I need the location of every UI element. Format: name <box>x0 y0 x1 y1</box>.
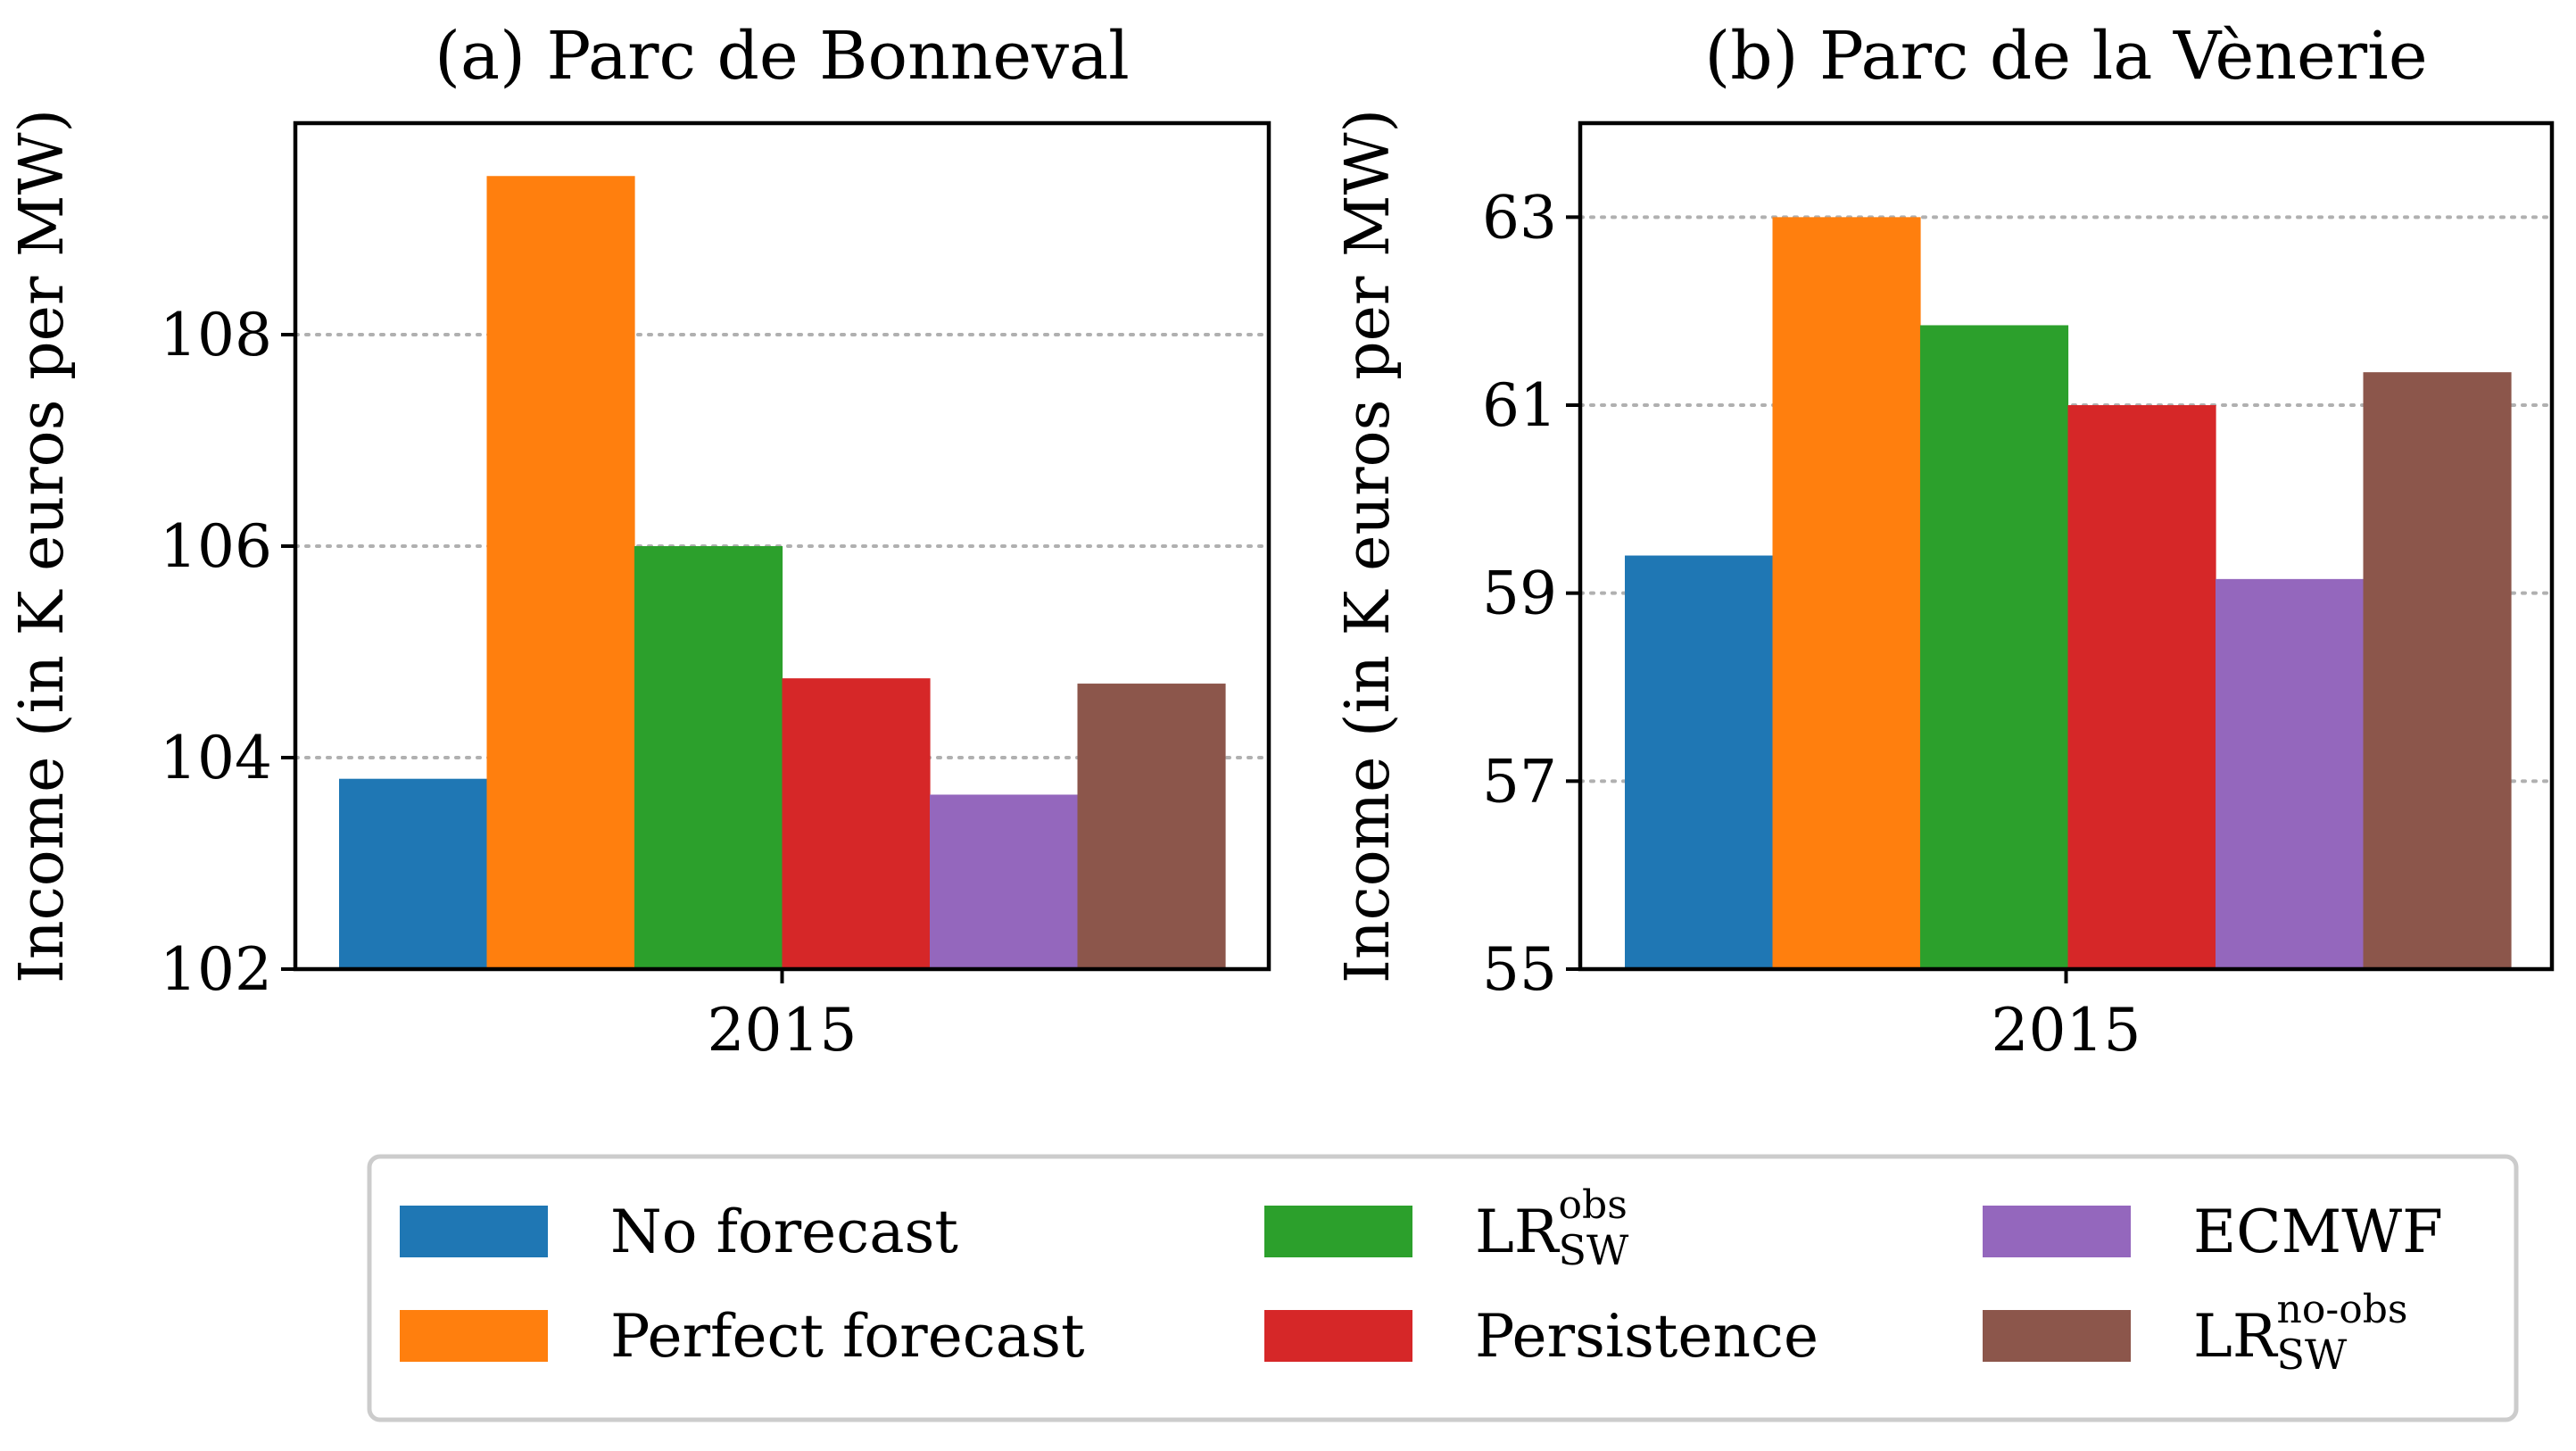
bar-lr-sw-no-obs <box>1077 684 1226 969</box>
y-tick-label: 55 <box>1482 935 1557 1004</box>
legend-item-6: LRSWno-obs <box>1983 1287 2407 1379</box>
y-axis-ticks: 102 104 106 108 <box>160 301 295 1004</box>
legend-label: No forecast <box>610 1198 958 1266</box>
bar-lr-sw-obs <box>1920 325 2069 969</box>
legend-label: ECMWF <box>2193 1198 2443 1266</box>
y-axis-label: Income (in K euros per MW) <box>7 109 78 983</box>
legend-swatch <box>1983 1310 2131 1362</box>
legend-label: Persistence <box>1475 1302 1818 1371</box>
bar-ecmwf <box>930 794 1079 969</box>
y-tick-label: 57 <box>1482 747 1557 816</box>
legend-swatch <box>400 1206 548 1257</box>
bar-ecmwf <box>2216 578 2365 969</box>
y-tick-label: 104 <box>160 724 272 792</box>
bar-group-2015 <box>1625 217 2512 970</box>
y-tick-label: 63 <box>1482 183 1557 252</box>
bar-persistence <box>2067 405 2216 969</box>
legend-label: LRSWobs <box>1475 1182 1629 1274</box>
legend-swatch <box>400 1310 548 1362</box>
chart-panel-1: (a) Parc de Bonneval Income (in K euros p… <box>7 18 1271 1065</box>
x-tick-label: 2015 <box>1992 996 2141 1065</box>
bar-persistence <box>782 678 931 969</box>
y-tick-label: 102 <box>160 935 272 1004</box>
bar-group-2015 <box>339 176 1226 969</box>
legend-item-4: Persistence <box>1264 1302 1818 1371</box>
legend-swatch <box>1264 1206 1412 1257</box>
legend-label: Perfect forecast <box>610 1302 1084 1371</box>
legend-item-2: Perfect forecast <box>400 1302 1084 1371</box>
x-tick-label: 2015 <box>708 996 857 1065</box>
legend-item-1: No forecast <box>400 1198 958 1266</box>
bar-perfect-forecast <box>486 176 635 969</box>
x-axis-ticks: 2015 <box>708 969 857 1065</box>
bar-perfect-forecast <box>1772 217 1921 970</box>
y-tick-label: 59 <box>1482 560 1557 628</box>
legend-item-5: ECMWF <box>1983 1198 2443 1266</box>
legend-item-3: LRSWobs <box>1264 1182 1629 1274</box>
y-axis-ticks: 55 57 59 61 63 <box>1482 183 1580 1004</box>
legend-swatch <box>1264 1310 1412 1362</box>
y-tick-label: 106 <box>160 512 272 581</box>
legend-swatch <box>1983 1206 2131 1257</box>
y-axis-label: Income (in K euros per MW) <box>1333 109 1404 983</box>
chart-title: (b) Parc de la Vènerie <box>1704 18 2427 95</box>
y-tick-label: 108 <box>160 301 272 369</box>
legend: No forecast Perfect forecast LRSWobs Persis… <box>367 1154 2519 1422</box>
bar-lr-sw-obs <box>634 546 783 969</box>
y-gridlines <box>294 333 1271 759</box>
bar-no-forecast <box>339 778 488 969</box>
chart-title: (a) Parc de Bonneval <box>435 18 1130 95</box>
bar-lr-sw-no-obs <box>2363 372 2512 970</box>
legend-box <box>367 1154 2519 1422</box>
chart-panel-2: (b) Parc de la Vènerie Income (in K euros… <box>1333 18 2555 1065</box>
legend-label: LRSWno-obs <box>2193 1287 2407 1379</box>
y-tick-label: 61 <box>1482 371 1557 440</box>
x-axis-ticks: 2015 <box>1992 969 2141 1065</box>
bar-no-forecast <box>1625 555 1774 969</box>
